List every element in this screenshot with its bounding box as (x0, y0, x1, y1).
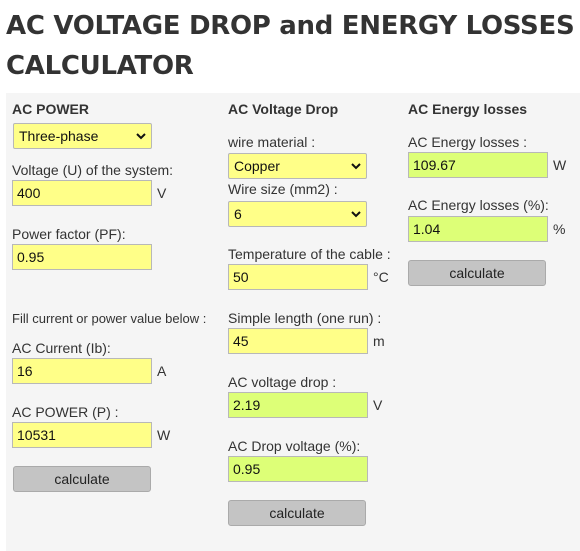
drop-output[interactable] (228, 392, 368, 418)
fill-note: Fill current or power value below : (12, 311, 207, 326)
calculate-drop-button[interactable]: calculate (228, 500, 366, 526)
voltage-input[interactable] (12, 180, 152, 206)
chevron-down-icon (351, 211, 361, 218)
temp-unit: °C (373, 269, 389, 285)
calculate-power-button[interactable]: calculate (13, 466, 151, 492)
size-select[interactable]: 6 (228, 201, 367, 227)
calculate-losses-button[interactable]: calculate (408, 260, 546, 286)
drop-unit: V (373, 397, 383, 413)
power-input[interactable] (12, 422, 152, 448)
losses-output[interactable] (408, 152, 548, 178)
material-select-value: Copper (234, 158, 280, 174)
length-input[interactable] (228, 328, 368, 354)
drop-pct-label: AC Drop voltage (%): (228, 438, 361, 454)
size-label: Wire size (mm2) : (228, 181, 338, 197)
losses-unit: W (553, 157, 567, 173)
losses-pct-unit: % (553, 221, 566, 237)
size-select-value: 6 (234, 206, 242, 222)
ac-power-heading: AC POWER (12, 101, 89, 117)
voltage-label: Voltage (U) of the system: (12, 162, 174, 178)
power-unit: W (157, 427, 171, 443)
current-input[interactable] (12, 358, 152, 384)
losses-label: AC Energy losses : (408, 134, 528, 150)
phase-select[interactable]: Three-phase (13, 123, 152, 149)
temp-label: Temperature of the cable : (228, 246, 391, 262)
current-label: AC Current (Ib): (12, 340, 111, 356)
losses-pct-output[interactable] (408, 216, 548, 242)
pf-label: Power factor (PF): (12, 226, 126, 242)
temp-input[interactable] (228, 264, 368, 290)
losses-pct-label: AC Energy losses (%): (408, 197, 549, 213)
length-unit: m (373, 333, 385, 349)
chevron-down-icon (136, 133, 146, 140)
material-label: wire material : (228, 134, 316, 150)
current-unit: A (157, 363, 167, 379)
phase-select-value: Three-phase (19, 128, 99, 144)
energy-losses-heading: AC Energy losses (408, 101, 528, 117)
chevron-down-icon (351, 163, 361, 170)
voltage-drop-heading: AC Voltage Drop (228, 101, 339, 117)
drop-pct-output[interactable] (228, 456, 368, 482)
voltage-unit: V (157, 185, 167, 201)
material-select[interactable]: Copper (228, 153, 367, 179)
calculator-panel: AC POWER Three-phase Voltage (U) of the … (6, 93, 580, 551)
page-title: AC VOLTAGE DROP and ENERGY LOSSES CALCUL… (6, 11, 575, 81)
power-label: AC POWER (P) : (12, 404, 119, 420)
pf-input[interactable] (12, 244, 152, 270)
drop-label: AC voltage drop : (228, 374, 337, 390)
length-label: Simple length (one run) : (228, 310, 382, 326)
